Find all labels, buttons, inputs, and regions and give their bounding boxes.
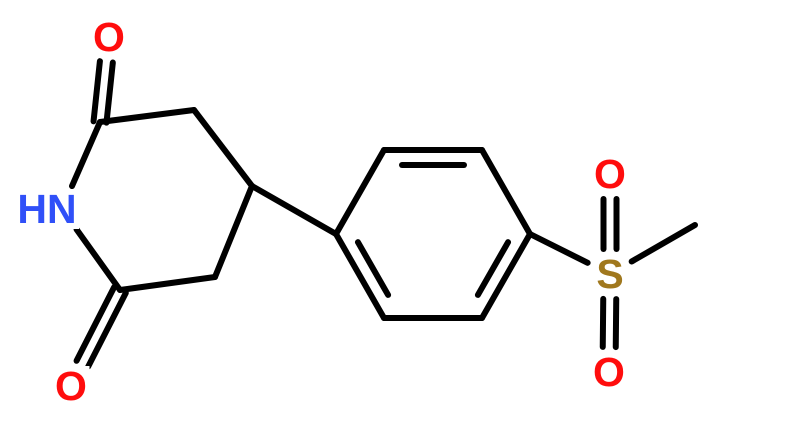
bond-C5-C6 — [117, 274, 218, 293]
atom-label-o3: O — [593, 349, 625, 395]
atom-label-s1: S — [596, 251, 623, 297]
bond-C3p-C4p — [479, 147, 533, 237]
atom-label-backing-o3 — [590, 352, 628, 392]
bond-C3-C4 — [191, 107, 255, 189]
atom-label-backing-o1 — [90, 17, 128, 57]
bond-C4-C5 — [212, 183, 255, 280]
bond-C4-C1p — [249, 183, 339, 237]
bond-C1p-C2p — [333, 147, 387, 237]
bond-N1-C2 — [69, 119, 103, 190]
bond-C4p-C5p — [479, 231, 533, 321]
atom-label-o1: O — [93, 14, 125, 60]
bond-C6-O6 — [73, 284, 118, 364]
bond-C6-O6 — [85, 289, 129, 370]
bond-C4p-C5p — [474, 239, 512, 298]
bond-S1-C7 — [628, 222, 698, 265]
atom-label-backing-n1 — [15, 189, 79, 229]
bond-C6-N1 — [73, 226, 123, 293]
bond-C4p-S1 — [527, 231, 591, 266]
bond-C6p-C1p — [354, 239, 392, 298]
atom-label-o6: O — [55, 363, 87, 409]
atom-label-backing-o6 — [52, 366, 90, 406]
bond-C2-O1 — [103, 59, 116, 126]
atom-label-backing-o2 — [591, 154, 629, 194]
atom-label-backing-s1 — [591, 254, 629, 294]
bond-C6p-C1p — [333, 231, 387, 321]
bond-C2-O1 — [90, 58, 103, 125]
atom-label-o2: O — [594, 151, 626, 197]
bond-C2-C3 — [97, 107, 197, 125]
atom-label-n1: HN — [17, 186, 76, 232]
